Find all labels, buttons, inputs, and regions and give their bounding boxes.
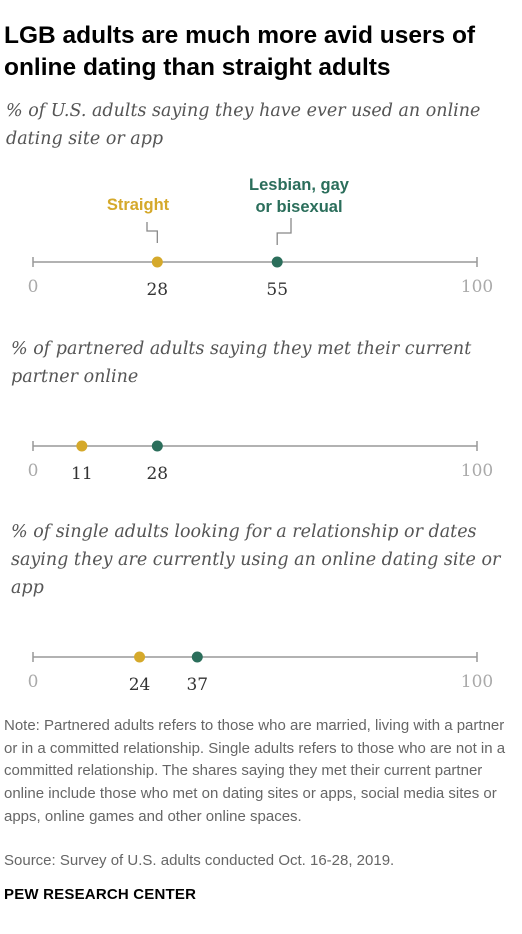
panel-3-dot-straight [134,651,146,663]
chart-title: LGB adults are much more avid users of o… [4,22,476,81]
panel-3-value-straight: 24 [129,675,151,695]
panel-2-subtitle: % of partnered adults saying they met th… [11,339,472,387]
panel-1-axis-label-min: 0 [28,277,39,297]
panel-2-axis-label-max: 100 [461,461,493,481]
panel-1-subtitle: % of U.S. adults saying they have ever u… [6,101,481,149]
legend-label-lgb-line: Lesbian, gay [249,176,350,194]
lgb-callout-line [276,218,292,245]
panel-3-axis-label-max: 100 [461,672,493,692]
panel-3-subtitle: % of single adults looking for a relatio… [11,522,501,598]
legend-label-lgb: Lesbian, gay or bisexual [249,176,350,216]
panel-3-dot-lgb [191,651,203,663]
panel-2-dot-lgb [151,440,163,452]
panel-1-value-straight: 28 [146,280,168,300]
panel-2-dot-straight [76,440,88,452]
panel-3-value-lgb: 37 [186,675,208,695]
panel-1-axis-label-max: 100 [461,277,493,297]
legend-label-straight: Straight [107,196,170,214]
note-text: Note: Partnered adults refers to those w… [4,717,506,825]
source-text: Source: Survey of U.S. adults conducted … [4,852,395,869]
brand-logo-text: PEW RESEARCH CENTER [4,886,197,903]
straight-callout-line [146,222,158,243]
panel-3-axis-label-min: 0 [28,672,39,692]
panel-1-dot-lgb [271,256,283,268]
panel-1-value-lgb: 55 [266,280,288,300]
legend-label-lgb-line: or bisexual [255,198,342,216]
panel-2-value-lgb: 28 [146,464,168,484]
panel-2-axis-label-min: 0 [28,461,39,481]
panel-1-dot-straight [151,256,163,268]
panel-2-value-straight: 11 [71,464,93,484]
